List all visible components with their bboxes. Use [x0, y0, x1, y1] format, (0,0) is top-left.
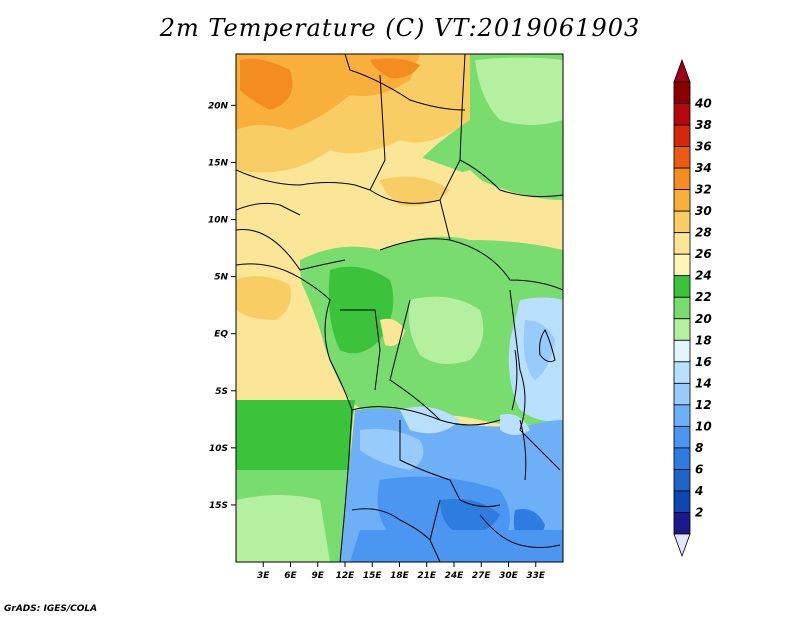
colorbar-level-label: 38 — [695, 118, 712, 132]
colorbar-level-label: 30 — [695, 204, 712, 218]
colorbar-level-label: 10 — [695, 419, 712, 433]
colorbar-swatch — [673, 296, 691, 320]
lat-tick-label: 5N — [214, 273, 228, 283]
lat-tick-label: 5S — [215, 387, 228, 397]
colorbar-level-label: 2 — [695, 505, 703, 519]
colorbar-level-label: 4 — [694, 484, 703, 498]
colorbar-level-label: 32 — [695, 183, 712, 197]
colorbar-swatch — [673, 382, 691, 406]
lat-tick-label: 20N — [208, 101, 229, 111]
lon-tick-label: 24E — [445, 571, 465, 581]
lon-tick-label: 3E — [257, 571, 270, 581]
lon-tick-label: 21E — [417, 571, 437, 581]
colorbar-swatch — [673, 146, 691, 169]
lon-tick-label: 18E — [390, 571, 410, 581]
lat-tick-label: EQ — [214, 330, 228, 340]
colorbar-level-label: 6 — [695, 462, 703, 476]
colorbar-level-label: 8 — [695, 441, 703, 455]
lon-tick-label: 9E — [312, 571, 325, 581]
lon-tick-label: 6E — [284, 571, 297, 581]
country-borders — [236, 54, 563, 562]
grads-credit: GrADS: IGES/COLA — [4, 604, 98, 614]
map-title: 2m Temperature (C) VT:2019061903 — [159, 14, 641, 42]
latitude-axis: 20N 15N 10N 5N EQ 5S 10S 15S — [208, 101, 236, 511]
colorbar-level-label: 36 — [695, 140, 712, 154]
colorbar-swatch — [673, 189, 691, 212]
colorbar-swatch — [673, 210, 691, 234]
colorbar-under-arrow — [673, 533, 691, 558]
lat-tick-label: 10N — [208, 216, 229, 226]
colorbar-level-label: 16 — [695, 355, 712, 369]
temperature-field — [236, 54, 563, 562]
colorbar-level-label: 34 — [695, 161, 712, 175]
colorbar-swatch — [673, 124, 691, 147]
colorbar-swatch — [673, 339, 691, 363]
lat-tick-label: 10S — [209, 444, 228, 454]
colorbar-swatch — [673, 103, 691, 126]
colorbar-level-label: 40 — [694, 97, 712, 111]
colorbar-level-label: 20 — [695, 312, 712, 326]
colorbar-swatch — [673, 512, 691, 535]
lon-tick-label: 30E — [499, 571, 519, 581]
colorbar-level-label: 22 — [695, 290, 712, 304]
colorbar-swatch — [673, 447, 691, 470]
lat-tick-label: 15N — [208, 158, 229, 168]
colorbar-swatch — [673, 425, 691, 449]
colorbar-swatch — [673, 469, 691, 492]
colorbar-swatch — [673, 167, 691, 191]
longitude-axis: 3E 6E 9E 12E 15E 18E 21E 24E 27E 30E 33E — [257, 562, 546, 581]
colorbar-over-arrow — [673, 58, 691, 83]
colorbar-level-label: 24 — [695, 269, 712, 283]
colorbar-swatch — [673, 81, 691, 104]
colorbar-swatch — [673, 318, 691, 341]
colorbar-swatch — [673, 361, 691, 384]
colorbar-level-label: 26 — [695, 247, 712, 261]
lon-tick-label: 12E — [336, 571, 356, 581]
colorbar-level-label: 28 — [695, 226, 712, 240]
lon-tick-label: 33E — [526, 571, 546, 581]
colorbar-swatch — [673, 253, 691, 277]
lon-tick-label: 27E — [472, 571, 492, 581]
lat-tick-label: 15S — [209, 501, 228, 511]
colorbar-swatch — [673, 490, 691, 513]
lon-tick-label: 15E — [363, 571, 383, 581]
colorbar-level-label: 14 — [695, 376, 712, 390]
colorbar-swatch — [673, 404, 691, 427]
colorbar-level-label: 18 — [695, 333, 712, 347]
colorbar-swatch — [673, 232, 691, 255]
colorbar-level-label: 12 — [695, 398, 712, 412]
colorbar-swatch — [673, 275, 691, 298]
